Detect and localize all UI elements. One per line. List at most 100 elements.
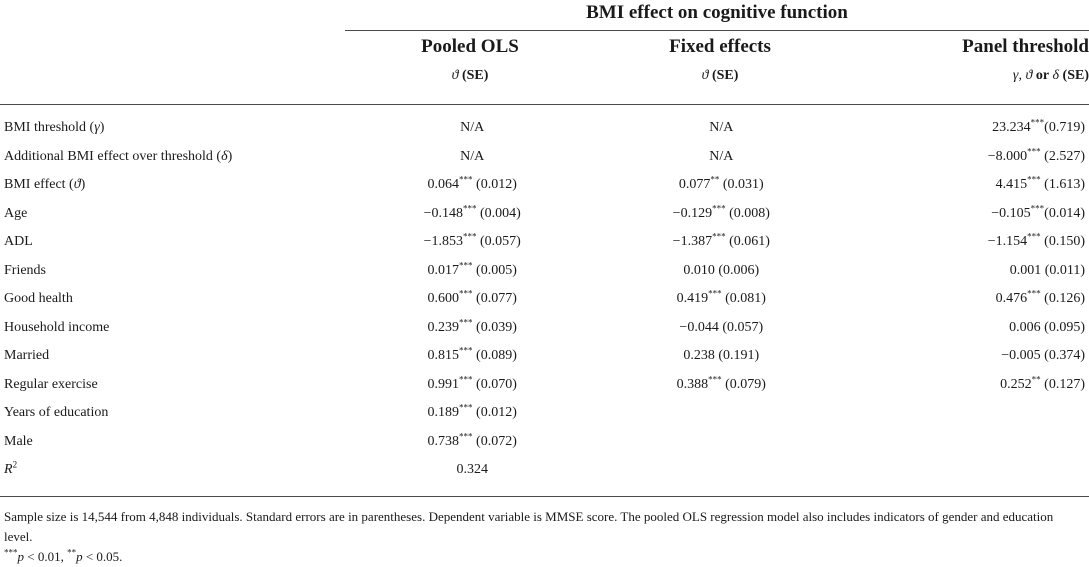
standard-error: (1.613): [1040, 177, 1085, 193]
cell-v2: [597, 428, 846, 457]
column-subtitle: ϑ (SE): [345, 65, 595, 87]
table-row: Household income 0.239*** (0.039) −0.044 (…: [0, 314, 1089, 343]
column-header-fixed-effects: Fixed effects ϑ (SE): [595, 34, 845, 94]
coefficient: 0.239: [427, 319, 460, 335]
row-label-text: BMI threshold (: [4, 120, 95, 136]
row-label-end: ): [99, 120, 105, 136]
cell-v3: 0.006 (0.095): [1009, 319, 1085, 335]
row-label-text: Regular exercise: [4, 376, 98, 392]
group-header-rule: [345, 30, 1089, 31]
row-label: Friends: [0, 257, 348, 286]
coefficient: 23.234: [992, 120, 1031, 136]
significance-stars: ***: [1027, 146, 1041, 157]
standard-error: (0.012): [472, 177, 517, 193]
table-group-header: BMI effect on cognitive function: [586, 2, 848, 23]
sig-stars-1: ***: [4, 547, 18, 558]
row-label: R2: [0, 456, 348, 485]
cell-v2: 0.010 (0.006): [683, 262, 760, 278]
row-label-text: Friends: [4, 262, 46, 278]
column-subtitle: γ, ϑ or δ (SE): [845, 65, 1089, 87]
cell-v2: 0.419*** (0.081): [597, 285, 846, 314]
table-row: Married 0.815*** (0.089) 0.238 (0.191) −0.0…: [0, 342, 1089, 371]
cell-v3: [846, 428, 1089, 457]
cell-v1: 0.600*** (0.077): [348, 285, 597, 314]
sig-threshold-2: < 0.05.: [82, 549, 123, 564]
cell-v3: −1.154*** (0.150): [846, 228, 1089, 257]
cell-v2: −1.387*** (0.061): [597, 228, 846, 257]
column-subtitle: ϑ (SE): [595, 65, 845, 87]
cell-v2: [597, 456, 846, 485]
cell-v1: 0.017*** (0.005): [348, 257, 597, 286]
standard-error: (0.014): [1044, 205, 1085, 221]
p-symbol: p: [76, 549, 83, 564]
standard-error: (0.077): [472, 291, 517, 307]
significance-stars: ***: [712, 203, 726, 214]
coefficient: −0.129: [672, 205, 713, 221]
row-label-text: Age: [4, 205, 28, 221]
standard-error: (2.527): [1040, 148, 1085, 164]
significance-stars: ***: [712, 231, 726, 242]
theta-symbol: ϑ: [701, 68, 709, 83]
gamma-theta-symbols: γ, ϑ: [1012, 68, 1033, 83]
table-footnote: Sample size is 14,544 from 4,848 individ…: [4, 507, 1084, 567]
significance-stars: ***: [1030, 117, 1045, 128]
row-label: Regular exercise: [0, 371, 348, 400]
standard-error: (0.719): [1044, 120, 1085, 136]
significance-stars: ***: [459, 260, 473, 271]
table-row: BMI effect (ϑ) 0.064*** (0.012) 0.077** (0…: [0, 171, 1089, 200]
se-label: (SE): [1062, 68, 1089, 83]
cell-v1: N/A: [460, 120, 485, 136]
greek-symbol: ϑ: [73, 177, 81, 193]
table-row: BMI threshold (γ) N/A N/A 23.234***(0.719): [0, 114, 1089, 143]
sig-stars-2: **: [67, 547, 77, 558]
cell-v1: −0.148*** (0.004): [348, 200, 597, 229]
cell-v3: −8.000*** (2.527): [846, 143, 1089, 172]
coefficient: 0.815: [427, 348, 460, 364]
standard-error: (0.127): [1040, 376, 1085, 392]
significance-stars: **: [710, 174, 720, 185]
significance-stars: ***: [459, 431, 473, 442]
standard-error: (0.061): [725, 234, 770, 250]
cell-v3: 4.415*** (1.613): [846, 171, 1089, 200]
row-label: Additional BMI effect over threshold (δ): [0, 143, 348, 172]
cell-v2: 0.238 (0.191): [683, 348, 760, 364]
standard-error: (0.072): [472, 433, 517, 449]
footnote-text: Sample size is 14,544 from 4,848 individ…: [4, 509, 1054, 544]
cell-v2: N/A: [709, 120, 734, 136]
standard-error: (0.057): [476, 234, 521, 250]
cell-v3: 23.234***(0.719): [846, 114, 1089, 143]
row-label: Household income: [0, 314, 348, 343]
cell-v1: 0.189*** (0.012): [348, 399, 597, 428]
standard-error: (0.039): [472, 319, 517, 335]
table-row: Years of education 0.189*** (0.012): [0, 399, 1089, 428]
row-label-text: Male: [4, 433, 33, 449]
row-label: ADL: [0, 228, 348, 257]
significance-stars: ***: [708, 374, 722, 385]
coefficient: −8.000: [987, 148, 1028, 164]
cell-v2: −0.129*** (0.008): [597, 200, 846, 229]
cell-v3: [846, 456, 1089, 485]
significance-stars: ***: [463, 203, 477, 214]
table-row: Friends 0.017*** (0.005) 0.010 (0.006) 0.00…: [0, 257, 1089, 286]
table-row: ADL −1.853*** (0.057) −1.387*** (0.061) −1.…: [0, 228, 1089, 257]
row-label-text: Additional BMI effect over threshold (: [4, 148, 222, 164]
coefficient: 0.738: [427, 433, 460, 449]
significance-note: ***p < 0.01, **p < 0.05.: [4, 547, 1084, 567]
coefficient: 0.077: [678, 177, 711, 193]
significance-stars: **: [1031, 374, 1041, 385]
cell-v1: 0.239*** (0.039): [348, 314, 597, 343]
significance-stars: ***: [459, 345, 473, 356]
r-squared-exponent: 2: [12, 459, 18, 470]
footer-rule: [0, 496, 1089, 497]
table-body: BMI threshold (γ) N/A N/A 23.234***(0.719) A…: [0, 114, 1089, 485]
se-label: (SE): [711, 68, 739, 83]
cell-v1: 0.738*** (0.072): [348, 428, 597, 457]
p-symbol: p: [17, 549, 25, 564]
cell-v1: N/A: [460, 148, 485, 164]
standard-error: (0.005): [472, 262, 517, 278]
column-title: Pooled OLS: [421, 36, 519, 57]
cell-v3: −0.005 (0.374): [1001, 348, 1085, 364]
standard-error: (0.150): [1040, 234, 1085, 250]
standard-error: (0.004): [476, 205, 521, 221]
cell-v1: 0.815*** (0.089): [348, 342, 597, 371]
